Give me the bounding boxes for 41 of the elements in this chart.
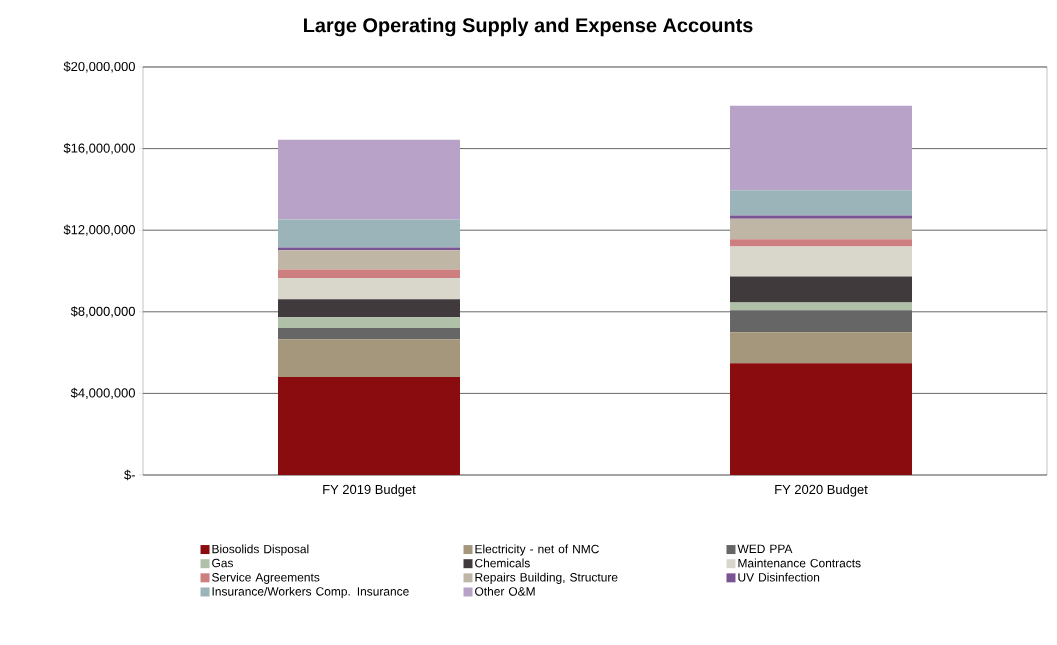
y-tick-label: $12,000,000 (63, 224, 135, 236)
bar (278, 328, 460, 340)
y-tick-label: $- (124, 469, 135, 481)
x-tick-label: FY 2020 Budget (775, 484, 868, 497)
bar (730, 190, 913, 216)
bar (730, 218, 913, 240)
y-tick-label: $20,000,000 (63, 61, 135, 73)
legend-label: Gas (212, 558, 234, 568)
bar (730, 276, 913, 303)
bar (730, 363, 913, 475)
bar (730, 310, 913, 333)
bar (730, 302, 913, 311)
bar (278, 269, 460, 278)
legend-label: Service Agreements (212, 572, 320, 584)
bar (278, 339, 460, 377)
legend-label: Insurance/Workers Comp. Insurance (212, 586, 409, 599)
legend-label: Chemicals (475, 558, 530, 568)
legend-label: UV Disinfection (738, 572, 820, 582)
bar (730, 215, 913, 219)
x-tick-label: FY 2019 Budget (323, 484, 416, 497)
bar (730, 332, 913, 364)
bar (730, 246, 913, 277)
y-tick-label: $8,000,000 (70, 306, 135, 318)
bar (278, 376, 460, 475)
y-tick-label: $16,000,000 (63, 142, 135, 155)
legend-label: Repairs Building, Structure (475, 572, 618, 584)
bar (730, 105, 913, 191)
bar (278, 299, 460, 318)
legend-label: Maintenance Contracts (738, 558, 861, 568)
legend-label: Electricity - net of NMC (475, 544, 599, 556)
y-tick-label: $4,000,000 (70, 387, 135, 400)
legend-label: Biosolids Disposal (212, 544, 309, 556)
bar (278, 139, 460, 220)
bar (278, 317, 460, 329)
legend-label: WED PPA (737, 544, 793, 553)
legend-label: Other O&M (475, 586, 535, 596)
bar (730, 239, 913, 247)
chart-title: Large Operating Supply and Expense Accounts (304, 17, 753, 37)
bar (278, 277, 460, 300)
bar (278, 250, 460, 270)
bar (278, 219, 460, 248)
